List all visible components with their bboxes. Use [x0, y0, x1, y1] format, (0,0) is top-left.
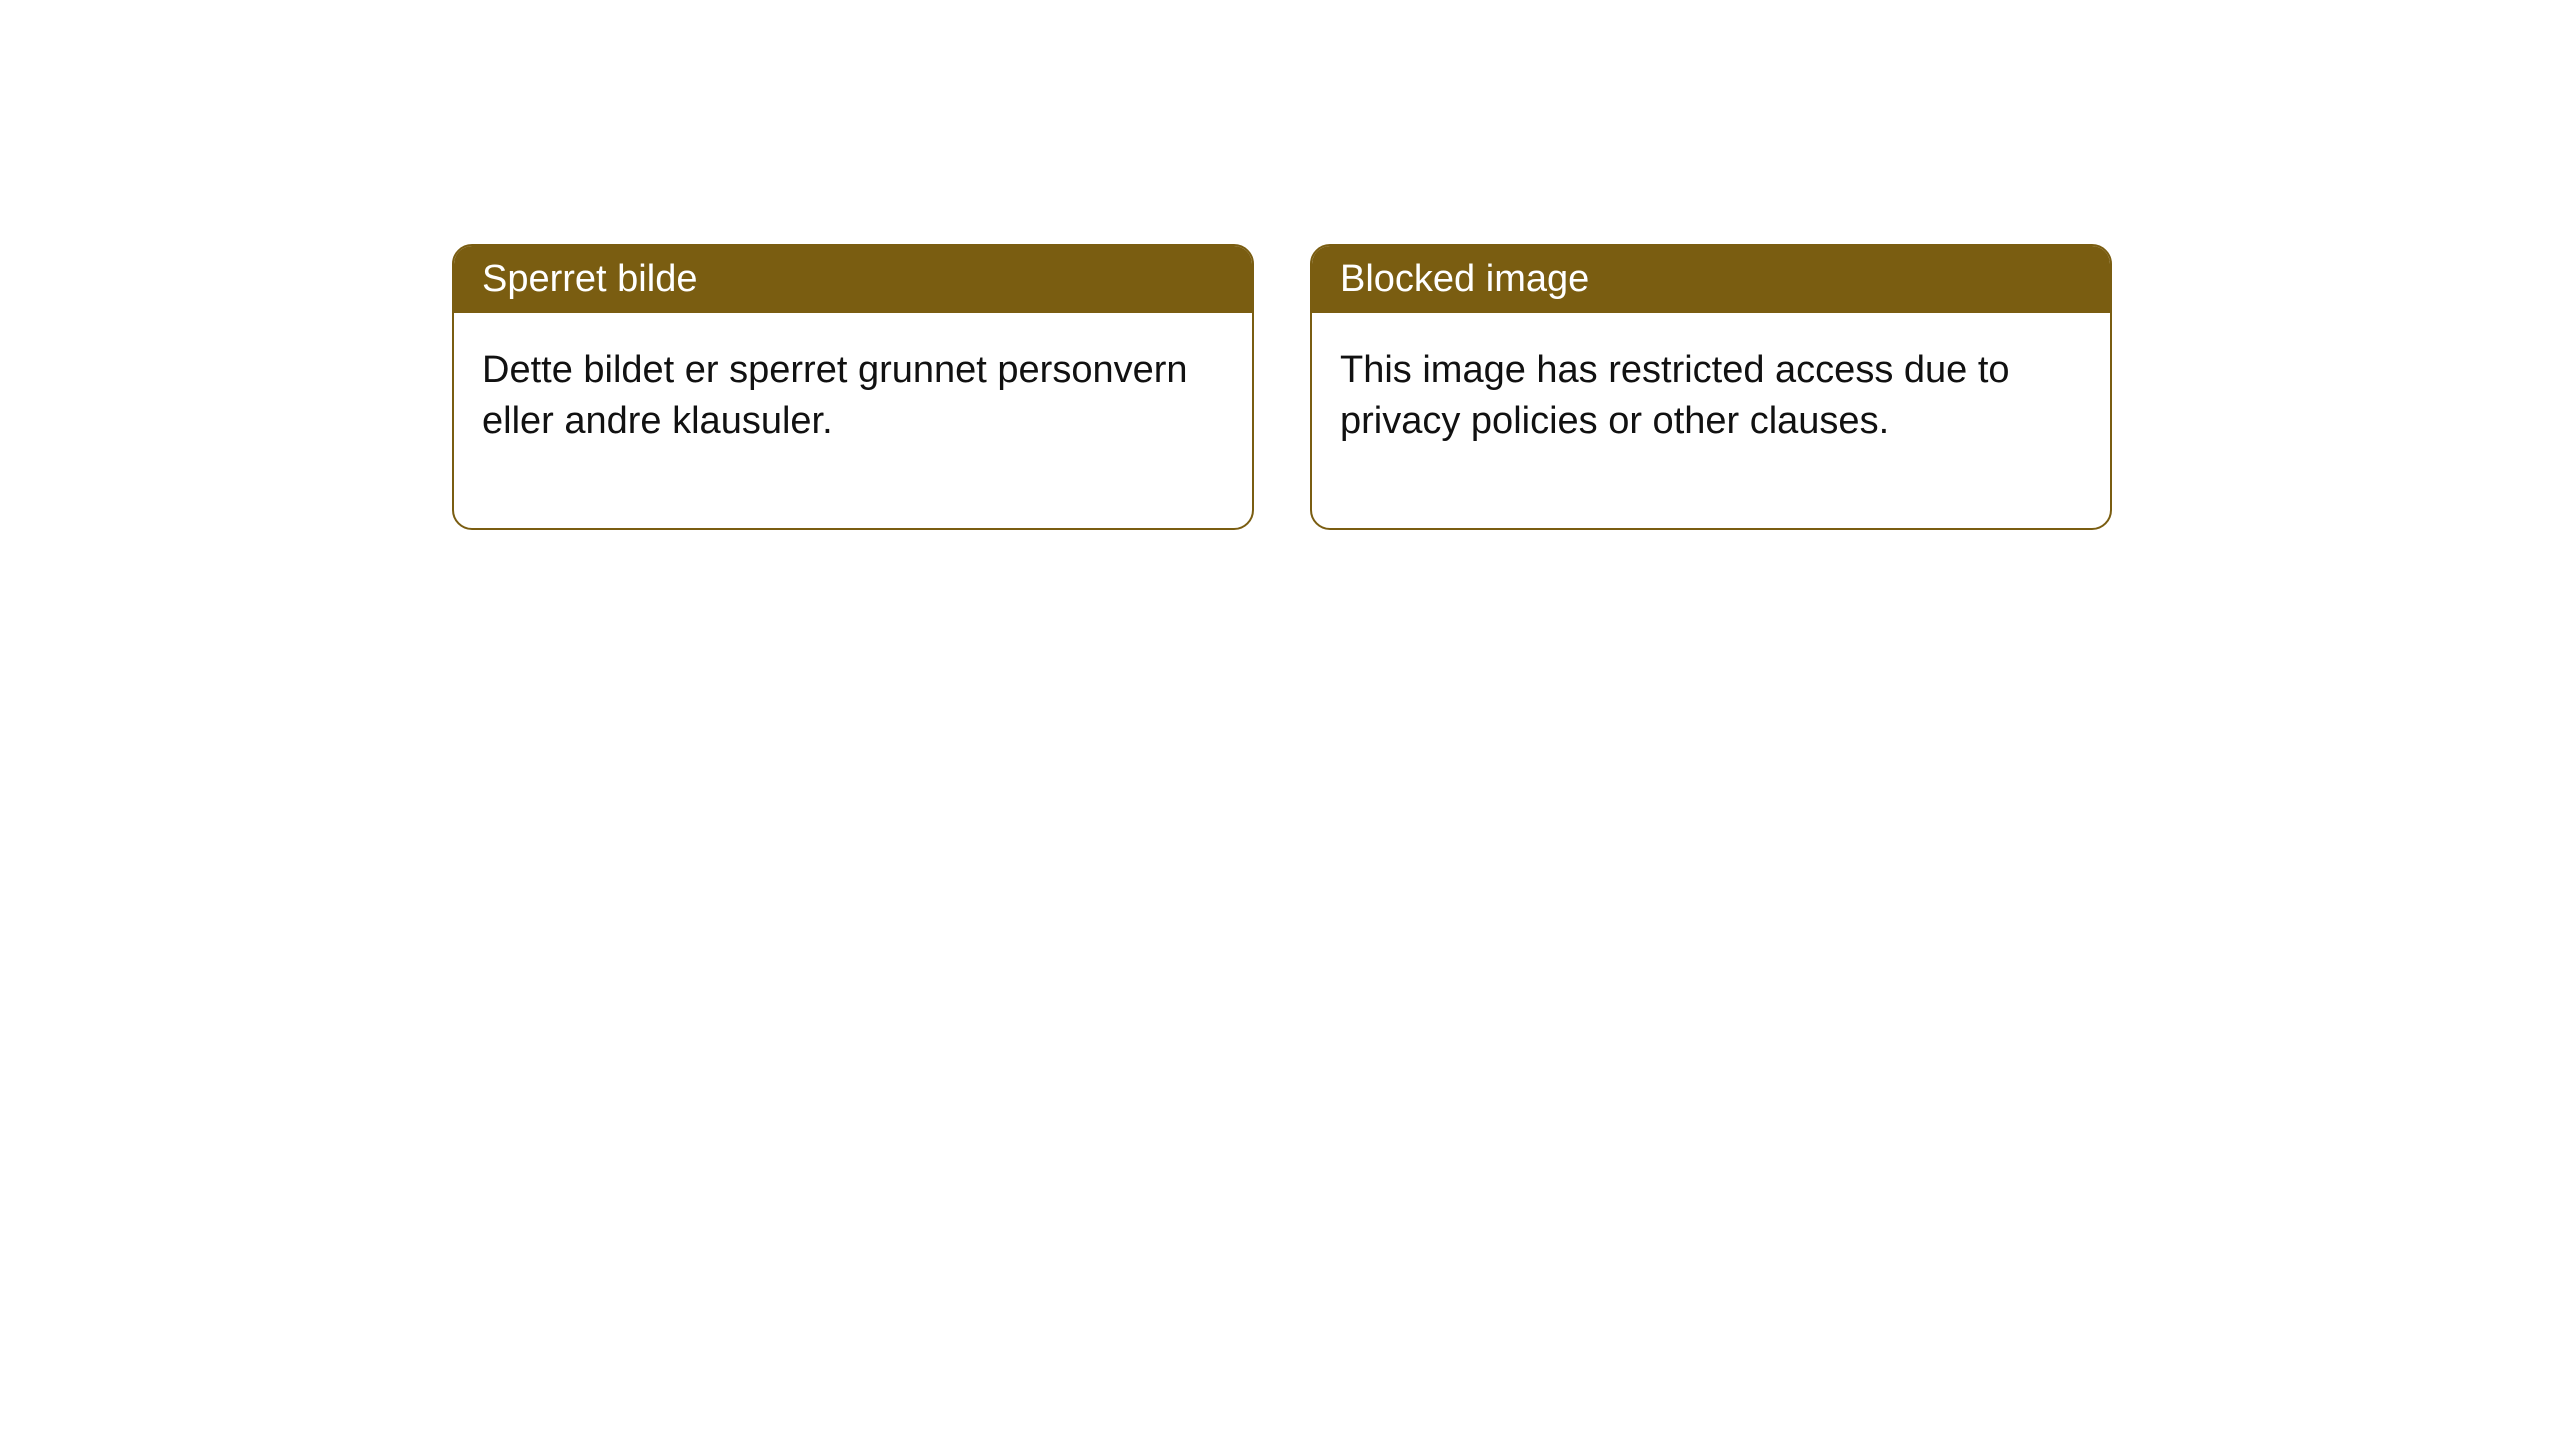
- notice-container: Sperret bilde Dette bildet er sperret gr…: [0, 0, 2560, 530]
- notice-card-en: Blocked image This image has restricted …: [1310, 244, 2112, 530]
- notice-card-body: This image has restricted access due to …: [1312, 313, 2110, 528]
- notice-card-title: Blocked image: [1312, 246, 2110, 313]
- notice-card-no: Sperret bilde Dette bildet er sperret gr…: [452, 244, 1254, 530]
- notice-card-title: Sperret bilde: [454, 246, 1252, 313]
- notice-card-body: Dette bildet er sperret grunnet personve…: [454, 313, 1252, 528]
